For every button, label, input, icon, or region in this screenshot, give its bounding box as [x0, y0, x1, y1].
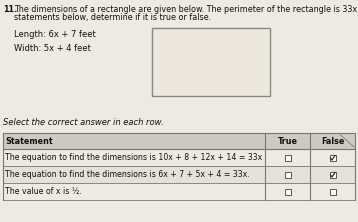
Text: False: False [321, 137, 344, 145]
Bar [3, 183, 355, 200]
Text: The dimensions of a rectangle are given below. The perimeter of the rectangle is: The dimensions of a rectangle are given … [14, 5, 358, 14]
Bar [285, 188, 290, 194]
Bar [3, 149, 355, 166]
Text: Width: 5x + 4 feet: Width: 5x + 4 feet [14, 44, 91, 53]
Text: The equation to find the dimensions is 10x + 8 + 12x + 14 = 33x: The equation to find the dimensions is 1… [5, 153, 262, 162]
Bar [285, 155, 290, 161]
Bar [3, 133, 355, 149]
Text: Statement: Statement [5, 137, 53, 145]
Text: True: True [277, 137, 297, 145]
Bar [329, 172, 335, 178]
Text: statements below, determine if it is true or false.: statements below, determine if it is tru… [14, 13, 211, 22]
Text: Select the correct answer in each row.: Select the correct answer in each row. [3, 118, 164, 127]
Text: 11.: 11. [3, 5, 17, 14]
Bar [3, 166, 355, 183]
Bar [285, 172, 290, 178]
Bar [329, 155, 335, 161]
Text: The equation to find the dimensions is 6x + 7 + 5x + 4 = 33x.: The equation to find the dimensions is 6… [5, 170, 250, 179]
Bar [329, 188, 335, 194]
Bar [152, 28, 270, 96]
Text: Length: 6x + 7 feet: Length: 6x + 7 feet [14, 30, 96, 39]
Text: The value of x is ½.: The value of x is ½. [5, 187, 82, 196]
